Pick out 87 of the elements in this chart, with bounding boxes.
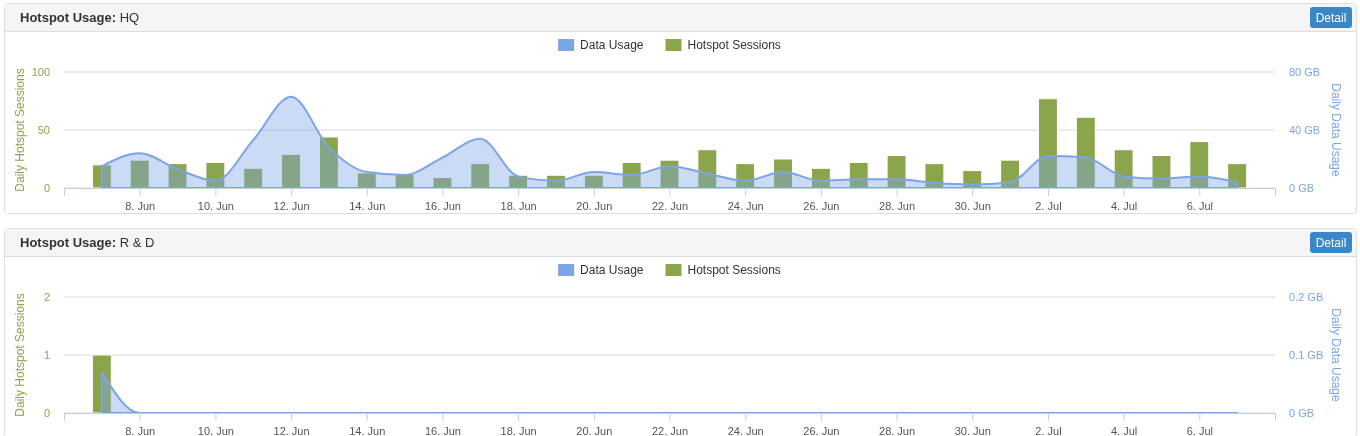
y-tick-label: 100 bbox=[31, 66, 50, 79]
bar bbox=[1000, 159, 1021, 189]
y-tick-label: 2 bbox=[43, 291, 50, 304]
bar bbox=[394, 173, 415, 189]
bar bbox=[1113, 149, 1134, 189]
x-tick-label: 28. Jun bbox=[879, 424, 916, 436]
detail-button: Detail bbox=[1310, 7, 1352, 28]
bar bbox=[508, 174, 529, 189]
x-tick-label: 10. Jun bbox=[197, 199, 234, 212]
bar bbox=[432, 177, 453, 189]
y-tick-label: 50 bbox=[37, 124, 50, 137]
bar bbox=[1151, 155, 1172, 189]
chart-title: Hotspot Usage: bbox=[20, 235, 117, 250]
x-tick-label: 12. Jun bbox=[273, 199, 310, 212]
y2-axis-title: Daily Data Usage bbox=[1329, 308, 1343, 403]
y2-tick-label: 40 GB bbox=[1289, 124, 1321, 137]
x-tick-label: 24. Jun bbox=[727, 424, 764, 436]
bar bbox=[735, 163, 756, 189]
bar bbox=[91, 164, 112, 189]
x-tick-label: 20. Jun bbox=[576, 199, 613, 212]
x-tick-label: 6. Jul bbox=[1186, 199, 1213, 212]
legend-label: Hotspot Sessions bbox=[687, 38, 781, 52]
bar bbox=[1075, 116, 1096, 189]
bar bbox=[924, 163, 945, 189]
y2-axis-title: Daily Data Usage bbox=[1329, 83, 1343, 178]
x-tick-label: 24. Jun bbox=[727, 199, 764, 212]
bar bbox=[583, 174, 604, 189]
chart-subtitle: R & D bbox=[116, 235, 155, 250]
y-axis-title: Daily Hotspot Sessions bbox=[13, 293, 27, 417]
x-tick-label: 20. Jun bbox=[576, 424, 613, 436]
y-axis-title: Daily Hotspot Sessions bbox=[13, 68, 27, 192]
x-tick-label: 12. Jun bbox=[273, 424, 310, 436]
x-tick-label: 10. Jun bbox=[197, 424, 234, 436]
y-tick-label: 1 bbox=[43, 349, 50, 362]
x-tick-label: 6. Jul bbox=[1186, 424, 1213, 436]
x-tick-label: 8. Jun bbox=[125, 199, 156, 212]
chart-subtitle: HQ bbox=[116, 10, 140, 25]
bar bbox=[621, 161, 642, 189]
x-tick-label: 26. Jun bbox=[803, 199, 840, 212]
x-tick-label: 22. Jun bbox=[651, 424, 689, 436]
x-tick-label: 26. Jun bbox=[803, 424, 840, 436]
x-tick-label: 30. Jun bbox=[954, 199, 991, 212]
bar bbox=[318, 136, 339, 189]
bar bbox=[205, 161, 226, 189]
bar bbox=[546, 174, 566, 189]
x-tick-label: 18. Jun bbox=[500, 424, 537, 436]
legend-label: Hotspot Sessions bbox=[687, 263, 781, 277]
y2-tick-label: 0 GB bbox=[1289, 182, 1315, 195]
x-tick-label: 30. Jun bbox=[954, 424, 991, 436]
y-tick-label: 0 bbox=[43, 182, 50, 195]
bar bbox=[886, 155, 907, 189]
bar bbox=[659, 159, 680, 189]
bar bbox=[356, 172, 377, 189]
bar bbox=[470, 163, 491, 189]
y2-tick-label: 0.2 GB bbox=[1289, 291, 1324, 304]
bar bbox=[243, 167, 264, 189]
bar bbox=[697, 149, 718, 189]
x-tick-label: 28. Jun bbox=[879, 199, 916, 212]
x-tick-label: 8. Jun bbox=[125, 424, 156, 436]
x-tick-label: 14. Jun bbox=[349, 424, 386, 436]
bar bbox=[1189, 141, 1210, 189]
x-tick-label: 16. Jun bbox=[424, 199, 461, 212]
x-tick-label: 22. Jun bbox=[651, 199, 689, 212]
bar bbox=[810, 167, 831, 189]
y2-tick-label: 0 GB bbox=[1289, 407, 1315, 420]
bar bbox=[962, 170, 983, 189]
x-tick-label: 18. Jun bbox=[500, 199, 537, 212]
y2-tick-label: 80 GB bbox=[1289, 66, 1321, 79]
x-tick-label: 14. Jun bbox=[349, 199, 386, 212]
bar bbox=[1037, 98, 1058, 189]
bar bbox=[848, 161, 869, 189]
bar bbox=[281, 153, 302, 189]
x-tick-label: 2. Jul bbox=[1035, 424, 1062, 436]
x-tick-label: 4. Jul bbox=[1110, 199, 1138, 212]
x-tick-label: 2. Jul bbox=[1035, 199, 1062, 212]
bar bbox=[129, 159, 150, 189]
x-tick-label: 4. Jul bbox=[1110, 424, 1138, 436]
y-tick-label: 0 bbox=[43, 407, 50, 420]
bar bbox=[1227, 163, 1248, 189]
legend-label: Data Usage bbox=[580, 263, 644, 277]
bar bbox=[773, 158, 793, 189]
detail-button: Detail bbox=[1310, 232, 1352, 253]
bar bbox=[167, 163, 188, 189]
chart-title: Hotspot Usage: bbox=[20, 10, 117, 25]
y2-tick-label: 0.1 GB bbox=[1289, 349, 1324, 362]
x-tick-label: 16. Jun bbox=[424, 424, 461, 436]
legend-label: Data Usage bbox=[580, 38, 644, 52]
